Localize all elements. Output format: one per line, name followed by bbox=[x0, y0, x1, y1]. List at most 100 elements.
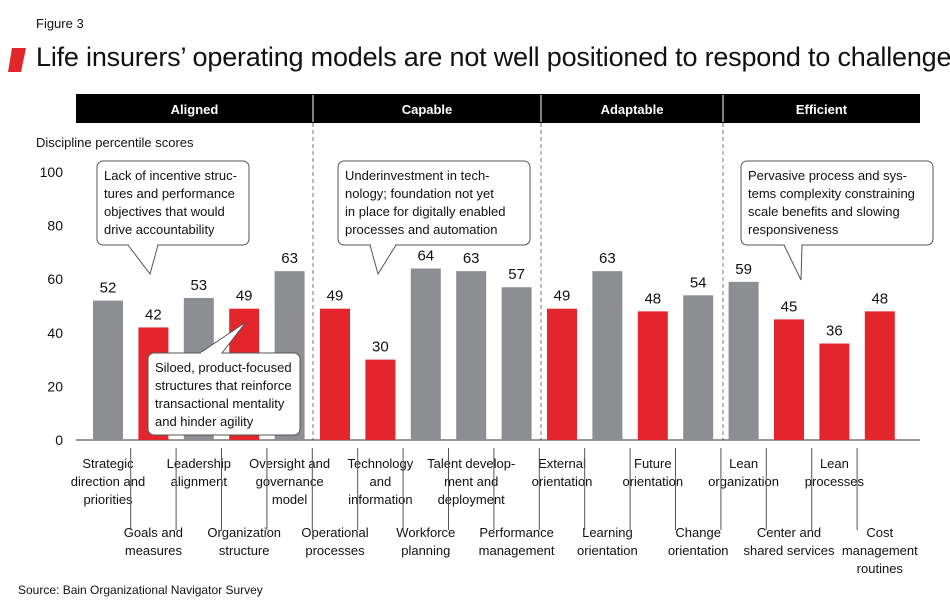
callout-box bbox=[147, 352, 301, 436]
x-category-label: ment and bbox=[444, 474, 498, 489]
chart-title: Life insurers’ operating models are not … bbox=[36, 42, 950, 72]
x-category-label: and bbox=[370, 474, 392, 489]
x-category-label: model bbox=[272, 492, 308, 507]
x-category-label: Strategic bbox=[82, 456, 134, 471]
callout-text: responsiveness bbox=[748, 222, 839, 237]
group-header-efficient: Efficient bbox=[796, 102, 848, 117]
bar bbox=[774, 319, 804, 440]
annotation-callout: Pervasive process and sys-tems complexit… bbox=[740, 160, 934, 281]
x-category-label: Future bbox=[634, 456, 672, 471]
x-category-label: deployment bbox=[438, 492, 506, 507]
bar bbox=[864, 311, 895, 440]
y-tick-label: 0 bbox=[55, 432, 63, 448]
bar bbox=[637, 311, 668, 440]
y-tick-label: 80 bbox=[47, 218, 63, 234]
annotation-callout: Siloed, product-focused structures that r… bbox=[147, 321, 301, 436]
x-category-label: routines bbox=[857, 561, 904, 576]
bar bbox=[683, 295, 714, 440]
bar bbox=[365, 359, 396, 440]
bar-value-label: 42 bbox=[145, 306, 162, 323]
bar-value-label: 63 bbox=[599, 250, 616, 267]
callout-box bbox=[337, 160, 531, 246]
x-category-label: shared services bbox=[743, 543, 835, 558]
bar-value-label: 54 bbox=[690, 274, 707, 291]
callout-text: in place for digitally enabled bbox=[345, 204, 505, 219]
group-header-aligned: Aligned bbox=[171, 102, 219, 117]
callout-text: objectives that would bbox=[104, 204, 225, 219]
x-category-label: management bbox=[842, 543, 918, 558]
callout-text: transactional mentality bbox=[155, 396, 285, 411]
bar-value-label: 49 bbox=[554, 288, 571, 305]
callout-text: scale benefits and slowing bbox=[748, 204, 900, 219]
bar-value-label: 57 bbox=[508, 266, 525, 283]
annotation-callout: Underinvestment in tech-nology; foundati… bbox=[337, 160, 531, 276]
figure-label: Figure 3 bbox=[36, 16, 84, 31]
x-category-label: structure bbox=[219, 543, 270, 558]
bar-value-label: 49 bbox=[327, 288, 344, 305]
y-axis-label: Discipline percentile scores bbox=[36, 135, 194, 150]
bar-value-label: 63 bbox=[463, 250, 480, 267]
x-category-label: Technology bbox=[348, 456, 414, 471]
y-tick-label: 60 bbox=[47, 271, 63, 287]
x-category-label: alignment bbox=[171, 474, 228, 489]
y-tick-label: 20 bbox=[47, 378, 63, 394]
bar bbox=[592, 271, 623, 440]
bar-value-label: 59 bbox=[735, 261, 752, 278]
x-category-label: Workforce bbox=[396, 525, 455, 540]
callout-text: and hinder agility bbox=[155, 414, 254, 429]
x-category-label: processes bbox=[805, 474, 865, 489]
callout-text: Underinvestment in tech- bbox=[345, 168, 490, 183]
callout-text: Lack of incentive struc- bbox=[104, 168, 237, 183]
x-category-label: Goals and bbox=[124, 525, 183, 540]
group-header-adaptable: Adaptable bbox=[601, 102, 664, 117]
x-category-label: governance bbox=[256, 474, 324, 489]
x-category-label: Learning bbox=[582, 525, 633, 540]
bar-value-label: 49 bbox=[236, 288, 253, 305]
x-category-label: orientation bbox=[532, 474, 593, 489]
x-category-label: Center and bbox=[757, 525, 821, 540]
bar bbox=[728, 281, 759, 440]
x-category-label: Operational bbox=[301, 525, 368, 540]
bar-value-label: 52 bbox=[100, 280, 117, 297]
callout-text: tems complexity constraining bbox=[748, 186, 915, 201]
bar-value-label: 45 bbox=[781, 298, 798, 315]
y-tick-label: 40 bbox=[47, 325, 63, 341]
group-header-capable: Capable bbox=[402, 102, 453, 117]
x-category-label: direction and bbox=[71, 474, 145, 489]
callout-pointer bbox=[199, 321, 247, 354]
x-category-label: orientation bbox=[622, 474, 683, 489]
x-category-label: management bbox=[479, 543, 555, 558]
bar bbox=[501, 287, 532, 440]
bar-value-label: 63 bbox=[281, 250, 298, 267]
bar bbox=[819, 343, 850, 440]
bar-value-label: 53 bbox=[190, 277, 207, 294]
bar bbox=[320, 308, 350, 440]
x-category-label: orientation bbox=[668, 543, 729, 558]
x-category-label: Talent develop- bbox=[427, 456, 515, 471]
x-category-label: processes bbox=[305, 543, 365, 558]
group-header-band bbox=[76, 94, 920, 123]
bar bbox=[410, 268, 441, 440]
callout-text: processes and automation bbox=[345, 222, 497, 237]
bar-value-label: 36 bbox=[826, 323, 843, 340]
x-category-label: information bbox=[348, 492, 412, 507]
bar-value-label: 30 bbox=[372, 339, 389, 356]
x-category-label: External bbox=[538, 456, 586, 471]
callout-box bbox=[96, 160, 250, 246]
bar bbox=[456, 271, 487, 440]
callout-text: drive accountability bbox=[104, 222, 215, 237]
x-category-label: organization bbox=[708, 474, 779, 489]
callout-box bbox=[740, 160, 934, 246]
callout-text: Siloed, product-focused bbox=[155, 360, 292, 375]
x-category-label: Performance bbox=[479, 525, 553, 540]
x-category-label: measures bbox=[125, 543, 183, 558]
bar-value-label: 48 bbox=[644, 290, 661, 307]
title-accent-mark bbox=[8, 48, 26, 72]
callout-pointer bbox=[783, 244, 803, 281]
x-category-label: Lean bbox=[729, 456, 758, 471]
y-tick-label: 100 bbox=[40, 164, 64, 180]
callout-pointer bbox=[369, 244, 397, 276]
callout-pointer bbox=[127, 244, 159, 276]
x-category-label: Cost bbox=[866, 525, 893, 540]
